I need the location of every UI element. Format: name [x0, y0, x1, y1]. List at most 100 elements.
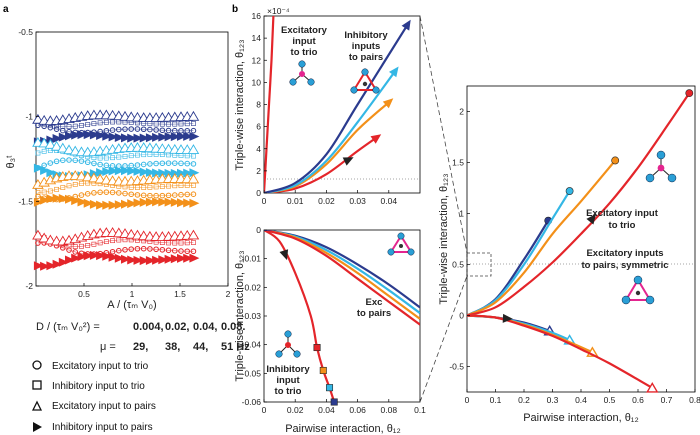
ann-right-trio-2: to trio — [609, 220, 636, 231]
data-point — [35, 240, 41, 246]
data-point — [184, 183, 190, 188]
x-tick-label: 0.01 — [287, 196, 304, 206]
data-point — [58, 194, 69, 203]
series-line — [467, 220, 550, 317]
panel-b-right-xlabel: Pairwise interaction, θ₁₂ — [523, 412, 639, 424]
data-point — [88, 172, 100, 183]
data-point — [177, 131, 187, 141]
data-point — [46, 194, 57, 204]
panel-label-b: b — [232, 4, 238, 15]
data-point — [89, 199, 100, 209]
series-11 — [33, 193, 200, 210]
data-point — [170, 132, 181, 142]
legend-triangle-icon — [31, 400, 43, 411]
x-tick-label: 1.5 — [174, 289, 186, 299]
data-point — [121, 254, 131, 264]
motif-inh-trio-icon — [275, 330, 301, 358]
data-point — [79, 123, 84, 128]
data-point — [103, 119, 109, 125]
data-point — [72, 249, 79, 255]
series-line — [37, 182, 194, 193]
panel-label-a: a — [3, 4, 9, 15]
panel-b-bottom: 0 0.02 0.04 0.06 0.08 0.1 0 -0.01 -0.02 -0.03 -0.0… — [234, 225, 426, 435]
direction-arrow — [342, 157, 354, 166]
panel-a-axes: 0.5 1 1.5 2 -0.5 -1 -1.5 -2 — [18, 27, 230, 299]
data-point — [41, 148, 47, 154]
data-point — [60, 245, 66, 251]
data-point — [46, 261, 57, 271]
series-line — [264, 70, 396, 193]
data-point — [108, 252, 119, 262]
series-line — [37, 159, 194, 169]
ann-inh-pairs-3: to pairs — [349, 52, 383, 63]
data-point — [122, 246, 128, 253]
data-point — [121, 199, 131, 209]
data-point — [33, 261, 44, 271]
x-tick-label: 0.02 — [287, 405, 304, 415]
data-point — [190, 127, 197, 134]
data-point — [187, 144, 200, 154]
data-point — [83, 130, 94, 140]
data-point — [71, 196, 82, 206]
x-tick-label: 0.5 — [604, 395, 616, 405]
data-point — [190, 248, 197, 255]
data-point — [57, 142, 69, 153]
data-point — [153, 160, 159, 167]
x-tick-label: 0 — [262, 405, 267, 415]
data-point — [78, 158, 85, 164]
data-point — [108, 132, 119, 142]
panel-a-ylabel: θ₃ᵗ — [5, 155, 17, 169]
data-point — [145, 168, 156, 177]
data-point — [102, 167, 113, 177]
data-point — [52, 259, 63, 269]
data-point — [85, 122, 91, 127]
data-point — [127, 255, 138, 265]
series-14 — [32, 227, 200, 246]
direction-arrow — [279, 249, 289, 261]
data-point — [189, 132, 200, 141]
motif-right-exc-pairs-icon — [621, 275, 655, 305]
data-point — [166, 121, 171, 127]
data-point — [178, 183, 184, 188]
series-3 — [264, 66, 399, 193]
data-point — [40, 195, 51, 205]
series-6 — [467, 314, 599, 357]
data-point — [133, 133, 144, 143]
zoom-box — [466, 252, 492, 277]
data-point — [60, 185, 66, 190]
data-point-square — [330, 398, 338, 406]
motif-inh-pairs-icon — [350, 68, 380, 94]
data-point — [147, 246, 153, 252]
x-tick-label: 0 — [262, 196, 267, 206]
data-point — [159, 160, 166, 167]
series-line — [264, 16, 275, 193]
data-point — [191, 121, 196, 126]
ann-inh-trio-1: Inhibitory — [266, 364, 310, 375]
legend-label-4: Inhibitory input to pairs — [52, 422, 153, 433]
ann-exc-trio-1: Excitatory — [281, 25, 328, 36]
data-point — [103, 155, 109, 161]
series-7 — [467, 314, 659, 393]
data-point — [102, 200, 113, 210]
y-tick-label: 4 — [256, 144, 261, 154]
data-point — [183, 253, 194, 263]
data-point — [115, 190, 122, 196]
panel-b-top-exponent: ×10⁻⁴ — [267, 6, 290, 16]
y-tick-label: -2 — [25, 281, 33, 291]
y-tick-label: 0.5 — [452, 260, 464, 270]
data-point — [47, 160, 54, 166]
series-1 — [467, 187, 574, 317]
y-tick-label: -1 — [25, 112, 33, 122]
data-point — [178, 160, 184, 167]
data-point — [159, 192, 166, 199]
data-point — [158, 168, 169, 178]
data-point — [96, 200, 107, 210]
y-tick-label: 12 — [252, 55, 262, 65]
data-point — [103, 239, 109, 245]
series-2 — [32, 109, 200, 126]
data-point — [77, 130, 88, 140]
series-0 — [264, 16, 275, 193]
data-point — [147, 152, 153, 157]
x-tick-label: 0.8 — [689, 395, 700, 405]
data-point — [135, 185, 140, 190]
